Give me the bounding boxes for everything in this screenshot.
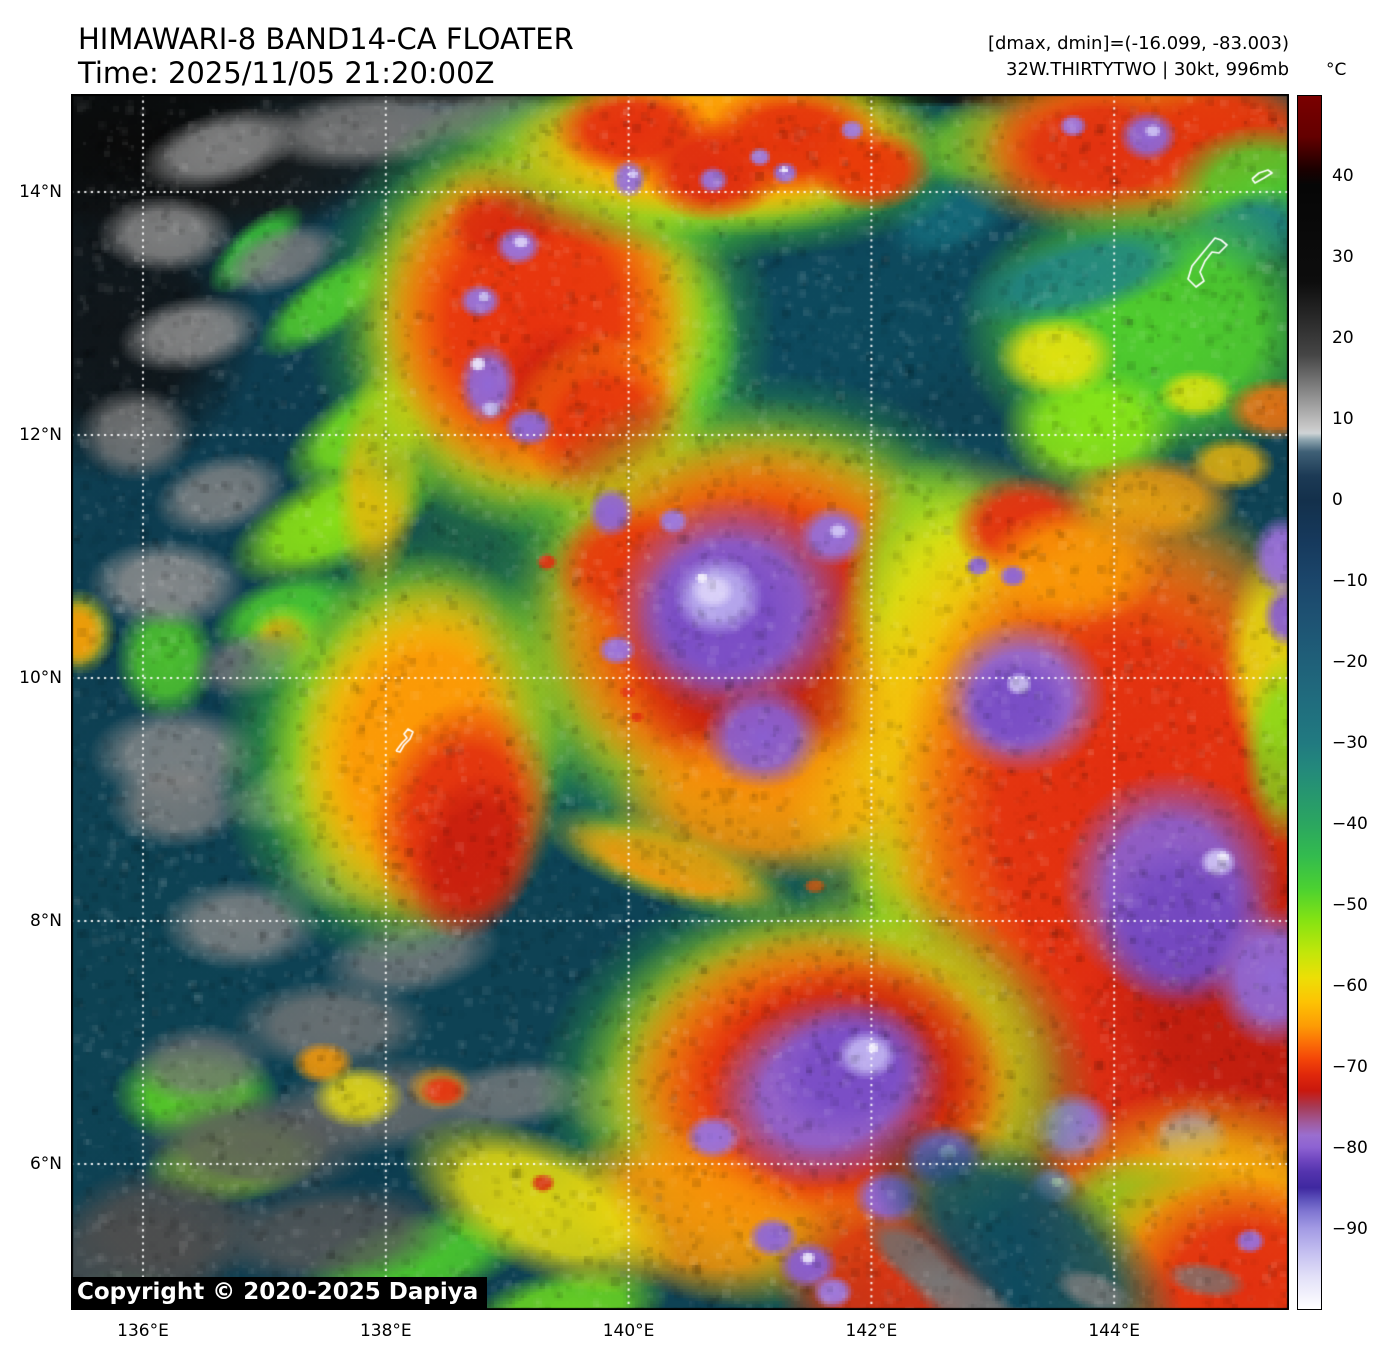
lat-tick-label: 12°N (19, 425, 62, 445)
colorbar-tick-label: −40 (1332, 814, 1368, 834)
product-title: HIMAWARI-8 BAND14-CA FLOATER (78, 22, 574, 56)
copyright-badge: Copyright © 2020-2025 Dapiya (71, 1277, 488, 1310)
header-info: [dmax, dmin]=(-16.099, -83.003) 32W.THIR… (988, 31, 1289, 83)
lat-tick-label: 10°N (19, 668, 62, 688)
lat-tick-label: 8°N (29, 911, 62, 931)
lat-tick-label: 14°N (19, 182, 62, 202)
colorbar-tick-label: 30 (1332, 247, 1354, 267)
lon-tick-label: 142°E (845, 1321, 898, 1341)
colorbar-tick-label: −60 (1332, 976, 1368, 996)
temperature-colorbar (1297, 95, 1322, 1310)
colorbar-tick-label: −10 (1332, 571, 1368, 591)
colorbar-tick-label: 10 (1332, 409, 1354, 429)
lon-tick-label: 138°E (359, 1321, 412, 1341)
colorbar-tick-label: −80 (1332, 1138, 1368, 1158)
lon-tick-label: 136°E (117, 1321, 169, 1341)
timestamp-label: Time: 2025/11/05 21:20:00Z (78, 56, 495, 90)
colorbar-tick-label: −90 (1332, 1219, 1368, 1239)
lat-tick-label: 6°N (29, 1154, 62, 1174)
dmax-dmin-label: [dmax, dmin]=(-16.099, -83.003) (987, 33, 1289, 54)
colorbar-unit-label: °C (1326, 60, 1347, 80)
colorbar-tick-label: −30 (1332, 733, 1368, 753)
colorbar-tick-label: 20 (1332, 328, 1354, 348)
title-block: HIMAWARI-8 BAND14-CA FLOATER Time: 2025/… (78, 22, 574, 90)
storm-id-label: 32W.THIRTYTWO | 30kt, 996mb (1006, 59, 1289, 80)
satellite-map-frame: Copyright © 2020-2025 Dapiya (71, 94, 1289, 1310)
colorbar-tick-label: 0 (1332, 490, 1343, 510)
satellite-image-canvas (71, 94, 1289, 1310)
colorbar-tick-label: 40 (1332, 166, 1354, 186)
lon-tick-label: 140°E (602, 1321, 655, 1341)
colorbar-tick-label: −20 (1332, 652, 1368, 672)
lon-tick-label: 144°E (1088, 1321, 1141, 1341)
colorbar-tick-label: −50 (1332, 895, 1368, 915)
colorbar-tick-label: −70 (1332, 1057, 1368, 1077)
